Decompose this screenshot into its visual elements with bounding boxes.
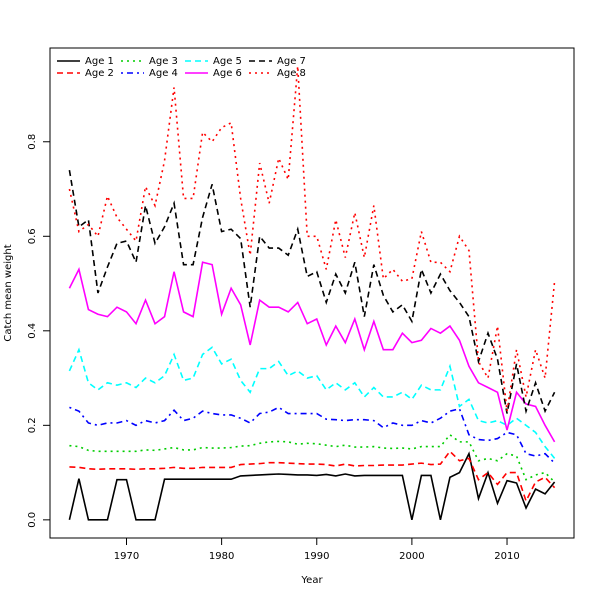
x-tick-label: 2000: [399, 551, 424, 562]
plot-frame: [49, 47, 575, 539]
series-line: [69, 450, 556, 504]
x-tick-label: 2010: [494, 551, 519, 562]
series-line: [68, 346, 556, 459]
x-tick-label: 1970: [114, 551, 139, 562]
y-tick-label: 0.2: [27, 417, 38, 433]
y-axis-label: Catch mean weight: [3, 244, 14, 341]
legend-label: Age 6: [213, 68, 242, 79]
y-tick-label: 0.0: [27, 512, 38, 528]
legend-label: Age 3: [149, 56, 178, 67]
legend-label: Age 1: [85, 56, 114, 67]
y-tick-label: 0.4: [27, 323, 38, 339]
legend-label: Age 2: [85, 68, 114, 79]
y-tick-label: 0.6: [27, 228, 38, 244]
legend-label: Age 4: [149, 68, 178, 79]
legend-label: Age 5: [213, 56, 242, 67]
series-line: [68, 261, 556, 443]
legend-label: Age 8: [277, 68, 306, 79]
series-line: [69, 433, 556, 483]
series-line: [68, 451, 556, 521]
x-axis-label: Year: [300, 575, 323, 586]
x-tick-label: 1990: [304, 551, 329, 562]
y-tick-label: 0.8: [27, 134, 38, 150]
series-line: [68, 169, 556, 415]
x-tick-label: 1980: [209, 551, 234, 562]
legend-label: Age 7: [277, 56, 306, 67]
series-line: [69, 406, 556, 464]
